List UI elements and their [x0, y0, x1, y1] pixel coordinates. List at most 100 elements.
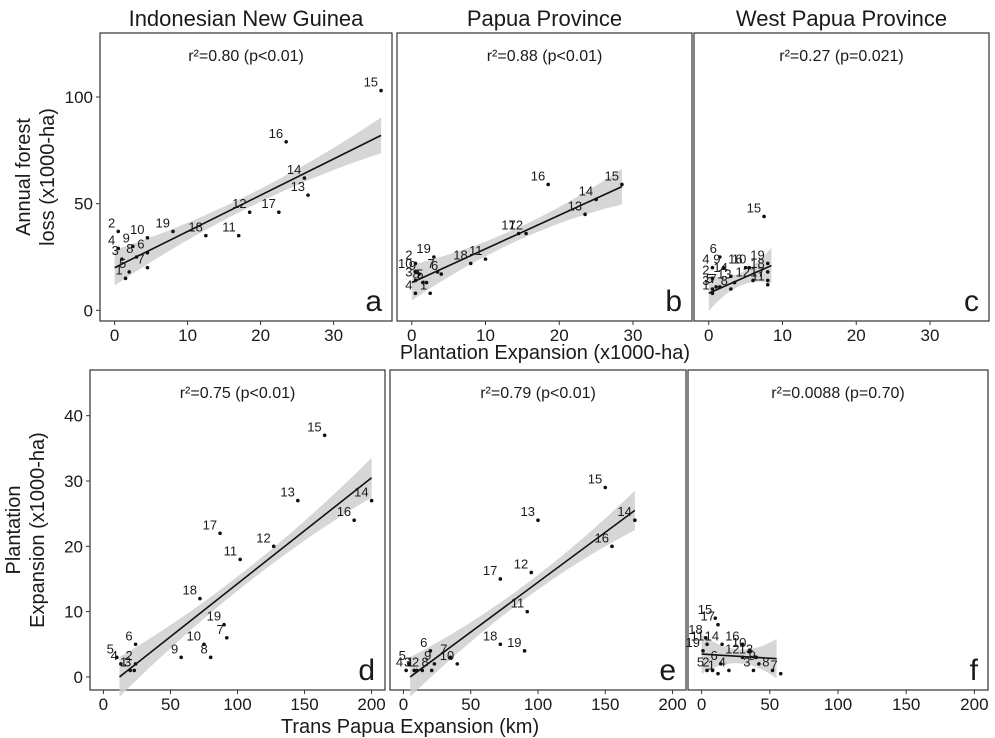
panel-frame: [687, 369, 989, 691]
point-label: 3: [404, 654, 411, 669]
data-point: [610, 544, 614, 549]
data-point: [413, 278, 418, 283]
point-label: 7: [137, 252, 144, 267]
point-label: 17: [701, 609, 715, 624]
x-tick-label: 0: [399, 695, 408, 714]
point-label: 18: [483, 628, 497, 643]
data-point: [412, 668, 417, 673]
data-point: [127, 270, 131, 274]
data-point: [710, 276, 715, 281]
point-label: 9: [424, 648, 431, 663]
data-point: [435, 270, 440, 274]
x-tick-label: 0: [704, 326, 713, 345]
x-tick-label: 100: [223, 695, 251, 714]
x-tick-label: 10: [178, 326, 197, 345]
point-label: 10: [440, 648, 454, 663]
point-label: 1: [120, 654, 127, 669]
point-label: 16: [728, 252, 742, 267]
data-point: [710, 287, 715, 291]
point-label: 11: [511, 596, 525, 611]
point-label: 12: [509, 218, 523, 233]
data-point: [208, 655, 213, 660]
data-point: [448, 655, 453, 660]
point-label: 18: [750, 256, 764, 271]
data-point: [546, 182, 550, 187]
data-point: [778, 671, 783, 676]
point-label: 8: [200, 641, 207, 656]
data-point: [407, 662, 411, 666]
point-label: 17: [261, 196, 275, 211]
data-point: [417, 272, 421, 276]
point-label: 12: [256, 530, 270, 545]
r-squared-label: r²=0.75 (p<0.01): [180, 385, 296, 402]
x-tick-label: 0: [407, 326, 416, 345]
data-point: [202, 642, 206, 647]
data-point: [352, 518, 356, 523]
point-label: 16: [595, 530, 609, 545]
regression-line: [708, 264, 772, 294]
point-label: 2: [702, 654, 709, 669]
point-label: 4: [702, 252, 709, 267]
data-point: [428, 649, 433, 653]
point-label: 11: [691, 628, 705, 643]
data-point: [740, 642, 745, 647]
data-point: [529, 570, 534, 575]
point-label: 5: [697, 654, 704, 669]
data-point: [705, 668, 709, 673]
data-point: [271, 544, 276, 549]
data-point: [424, 280, 429, 285]
data-point: [218, 531, 222, 536]
point-label: 13: [291, 179, 305, 194]
point-label: 15: [747, 200, 761, 215]
point-label: 4: [396, 654, 403, 669]
point-label: 6: [125, 628, 132, 643]
data-point: [296, 498, 300, 503]
x-tick-label: 50: [760, 695, 779, 714]
point-label: 6: [137, 237, 144, 252]
point-label: 14: [617, 504, 631, 519]
data-point: [765, 278, 770, 283]
panel-letter: d: [358, 654, 375, 687]
point-label: 17: [203, 517, 217, 532]
y-tick-label: 0: [74, 668, 83, 687]
data-point: [204, 233, 208, 238]
y-tick-label: 100: [65, 88, 93, 107]
point-label: 10: [130, 222, 144, 237]
x-axis-title-top: Plantation Expansion (x1000-ha): [400, 342, 690, 364]
point-label: 1: [420, 277, 427, 292]
point-label: 1: [115, 262, 122, 277]
point-label: 17: [483, 563, 497, 578]
x-tick-label: 0: [110, 326, 119, 345]
point-label: 2: [412, 654, 419, 669]
data-point: [131, 244, 135, 249]
regression-line: [114, 134, 382, 269]
data-point: [740, 655, 745, 660]
data-point: [703, 635, 708, 640]
point-label: 11: [224, 543, 238, 558]
point-label: 2: [405, 247, 412, 262]
y-tick-label: 50: [74, 195, 93, 214]
point-label: 15: [588, 472, 602, 487]
point-label: 3: [702, 273, 709, 288]
point-label: 4: [719, 654, 726, 669]
point-label: 3: [112, 243, 119, 258]
point-label: 2: [125, 648, 132, 663]
point-label: 6: [710, 648, 717, 663]
data-point: [751, 668, 756, 673]
point-label: 19: [156, 215, 170, 230]
point-label: 17: [750, 264, 764, 279]
point-label: 19: [686, 635, 700, 650]
point-label: 9: [713, 252, 720, 267]
point-label: 19: [207, 609, 221, 624]
point-label: 5: [399, 648, 406, 663]
data-point: [603, 485, 608, 490]
r-squared-label: r²=0.88 (p<0.01): [487, 48, 603, 65]
data-point: [718, 255, 722, 259]
point-label: 3: [405, 264, 412, 279]
x-tick-label: 10: [773, 326, 792, 345]
data-point: [765, 270, 770, 274]
x-tick-label: 200: [658, 695, 686, 714]
data-point: [132, 668, 137, 673]
data-point: [729, 274, 733, 279]
